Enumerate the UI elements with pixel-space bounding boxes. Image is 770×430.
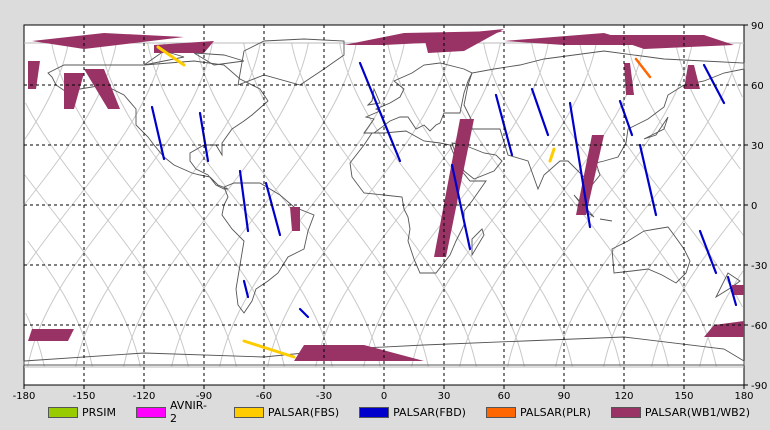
swath-wb [624,63,634,95]
observation-swaths [28,29,744,361]
legend-swatch [136,406,166,418]
coastline [471,228,485,257]
swath-fbd [298,307,310,319]
legend-swatch [48,406,78,418]
orbit-track [24,42,741,368]
legend-label: PALSAR(FBD) [393,405,466,419]
y-tick-label: 60 [751,81,764,92]
swath-wb [576,135,604,215]
swath-fbd [618,99,634,137]
swath-fbd [150,105,166,161]
legend-item: PRSIM [48,406,116,419]
swath-wb [434,119,474,257]
swath-fbs [156,45,186,67]
legend-item: PALSAR(FBS) [233,405,340,419]
coastline [221,182,315,314]
legend-label: PALSAR(PLR) [519,405,591,419]
swath-wb [604,35,734,49]
y-tick-label: 0 [751,201,757,212]
swath-wb [290,207,300,231]
legend-swatch [233,406,264,418]
swath-fbd [358,61,402,163]
x-tick-label: -180 [13,391,36,402]
swath-wb [732,285,744,295]
swath-fbd [698,229,718,275]
coastline [643,116,669,140]
swath-fbd [494,93,514,157]
legend-label: AVNIR-2 [169,399,207,425]
x-tick-label: -150 [73,391,96,402]
swath-fbd [702,63,726,105]
swath-fbs [548,147,556,163]
orbit-track [27,42,744,368]
legend-item: AVNIR-2 [136,399,214,425]
legend-swatch [485,406,516,418]
coastline [193,52,245,66]
swath-wb [32,33,184,49]
y-tick-label: 90 [751,21,764,32]
axis-ticks: -180 -150 -120 -90 -60 -30 0 30 60 90 120 150 180 90 6… [13,21,768,402]
coastline [237,38,345,86]
coastline [599,218,613,222]
legend-swatch [359,406,390,418]
swath-wb [684,65,700,89]
x-tick-label: 90 [558,391,571,402]
x-tick-label: -90 [196,391,212,402]
coastline [463,50,745,191]
y-tick-label: -90 [751,381,767,392]
legend: PRSIM AVNIR-2 PALSAR(FBS) PALSAR(FBD) PALSAR… [48,399,770,425]
coastline [143,50,185,66]
swath-fbd [726,275,738,307]
coastline [47,60,269,190]
legend-label: PALSAR(WB1/WB2) [644,405,750,419]
swath-fbs [242,339,296,359]
swath-wb [424,29,504,53]
x-tick-label: -30 [316,391,332,402]
coastline [349,130,487,274]
swath-wb [64,73,84,109]
gridlines [24,25,744,385]
legend-item: PALSAR(WB1/WB2) [610,405,750,419]
y-tick-label: 30 [751,141,764,152]
coastline [23,336,745,366]
x-tick-label: 180 [734,391,753,402]
x-tick-label: 120 [614,391,633,402]
swath-fbd [450,163,472,251]
swath-wb [294,345,424,361]
swath-fbd [242,279,250,299]
legend-label: PRSIM [82,405,116,419]
orbit-track [24,42,742,368]
legend-item: PALSAR(FBD) [359,406,466,419]
x-tick-label: 150 [674,391,693,402]
swath-fbd [638,143,658,217]
coastline [611,226,691,284]
swath-wb [154,41,214,53]
x-tick-label: 60 [498,391,511,402]
x-tick-label: 30 [438,391,451,402]
swath-wb [84,69,120,109]
swath-wb [28,329,74,341]
legend-item: PALSAR(PLR) [485,405,591,419]
legend-swatch [610,406,641,418]
coastline [363,62,473,134]
x-tick-label: -120 [133,391,156,402]
legend-label: PALSAR(FBS) [267,405,340,419]
x-tick-label: -60 [256,391,272,402]
orbit-track [25,42,743,368]
x-tick-label: 0 [381,391,387,402]
y-tick-label: -30 [751,261,767,272]
swath-fbd [238,169,250,233]
coastlines [23,38,745,366]
swath-fbd [264,181,282,237]
swath-fbd [568,101,592,229]
swath-fbd [530,87,550,137]
swath-fbd [198,111,210,163]
y-tick-label: -60 [751,321,767,332]
swath-wb [28,61,40,89]
coastline [714,272,741,299]
swath-plr [634,57,652,79]
